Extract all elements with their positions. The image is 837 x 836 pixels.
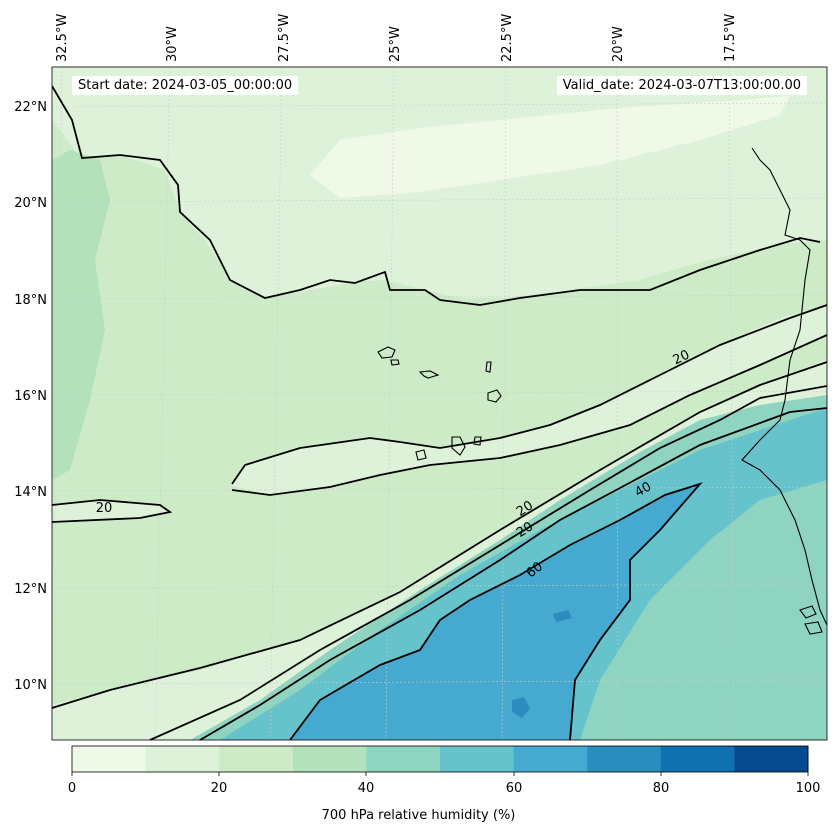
- fill-10-20-west-strip: [52, 500, 170, 522]
- colorbar-segment: [440, 746, 515, 772]
- colorbar-segment: [366, 746, 441, 772]
- lon-label: 27.5°W: [277, 14, 292, 62]
- colorbar-segment: [145, 746, 220, 772]
- fill-60-70: [290, 484, 700, 740]
- lon-label: 20°W: [611, 26, 626, 62]
- cape-verde-sao-nicolau: [418, 370, 440, 379]
- colorbar-segment: [292, 746, 367, 772]
- longitude-labels: 32.5°W 30°W 27.5°W 25°W 22.5°W 20°W 17.5…: [55, 14, 738, 62]
- fill-0-10-north: [310, 96, 790, 198]
- colorbar: 0 20 40 60 80 100: [68, 745, 821, 796]
- contour-20-west: [52, 499, 173, 523]
- lat-label: 20°N: [14, 196, 47, 211]
- lat-label: 18°N: [14, 293, 47, 308]
- cape-verde-santiago: [451, 436, 466, 456]
- fill-70-80-spot-1: [512, 697, 530, 718]
- colorbar-segment: [660, 746, 735, 772]
- fill-10-20-band: [52, 360, 827, 740]
- africa-coast: [741, 147, 827, 626]
- latitude-labels: 22°N 20°N 18°N 16°N 14°N 12°N 10°N: [14, 100, 47, 693]
- contour-60: [289, 482, 703, 740]
- colorbar-tick-label: 40: [358, 781, 375, 796]
- lat-label: 16°N: [14, 389, 47, 404]
- contour-label: 20: [96, 501, 113, 516]
- coastlines: [377, 147, 827, 635]
- cape-verde-sao-vicente: [390, 359, 400, 366]
- colorbar-segments: [72, 746, 809, 772]
- graticule: [52, 67, 827, 740]
- contour-20-tongue: [231, 304, 827, 485]
- contour-20-band: [52, 361, 827, 709]
- colorbar-segment: [513, 746, 588, 772]
- colorbar-tick-label: 100: [796, 781, 821, 796]
- colorbar-tick-label: 20: [211, 781, 228, 796]
- colorbar-segment: [219, 746, 294, 772]
- cape-verde-fogo: [415, 449, 427, 461]
- cape-verde-boa-vista: [487, 389, 502, 403]
- contour-40-a: [149, 385, 827, 740]
- lon-label: 22.5°W: [500, 14, 515, 62]
- start-date-label: Start date: 2024-03-05_00:00:00: [72, 76, 299, 95]
- lon-label: 25°W: [388, 26, 403, 62]
- colorbar-frame: [71, 745, 809, 773]
- lat-label: 22°N: [14, 100, 47, 115]
- colorbar-tick-label: 0: [68, 781, 76, 796]
- colorbar-segment: [72, 746, 147, 772]
- colorbar-tick-label: 80: [653, 781, 670, 796]
- cape-verde-sal: [485, 361, 492, 373]
- colorbar-tick-label: 60: [506, 781, 523, 796]
- lon-label: 17.5°W: [723, 14, 738, 62]
- colorbar-segment: [587, 746, 662, 772]
- fill-30-40-west: [52, 150, 110, 480]
- map-frame: [51, 66, 828, 741]
- fill-10-20-tongue: [230, 305, 827, 495]
- cape-verde-santo-antao: [377, 346, 396, 359]
- colorbar-label: 700 hPa relative humidity (%): [321, 808, 516, 823]
- colorbar-ticks: [71, 772, 809, 776]
- contour-20-lower-tongue: [231, 334, 827, 496]
- contour-label: 40: [632, 479, 654, 500]
- lat-label: 12°N: [14, 582, 47, 597]
- lat-label: 10°N: [14, 678, 47, 693]
- lon-label: 32.5°W: [55, 14, 70, 62]
- lon-label: 30°W: [165, 26, 180, 62]
- bissagos-islands: [799, 605, 823, 635]
- fill-70-80-spot-2: [553, 610, 572, 622]
- contour-lines: [52, 85, 827, 740]
- cape-verde-maio: [473, 436, 482, 446]
- contour-20-north: [52, 85, 821, 306]
- filled-contours: [52, 67, 827, 740]
- colorbar-segment: [734, 746, 809, 772]
- contour-label: 20: [671, 347, 692, 368]
- valid-date-label: Valid_date: 2024-03-07T13:00:00.00: [556, 76, 807, 95]
- lat-label: 14°N: [14, 485, 47, 500]
- contour-40-b: [199, 407, 827, 740]
